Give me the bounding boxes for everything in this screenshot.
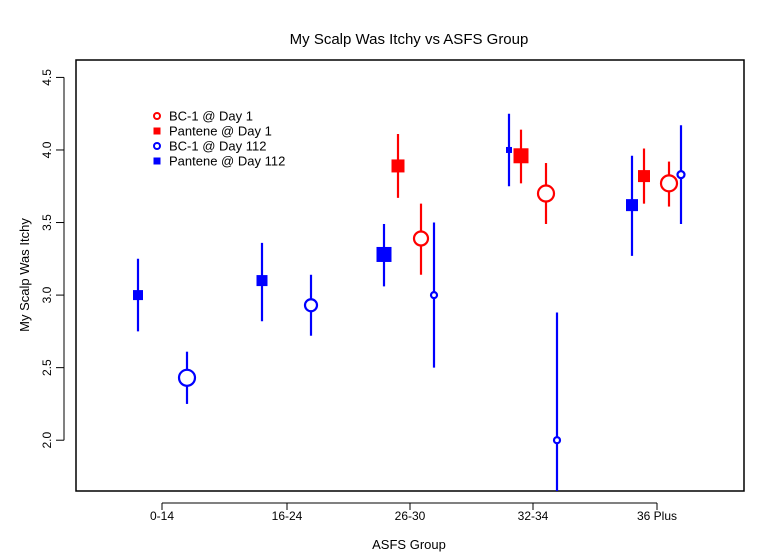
data-point <box>536 184 556 203</box>
legend-marker <box>153 127 161 135</box>
data-point <box>626 199 638 212</box>
data-marks <box>133 113 686 491</box>
data-point <box>676 170 686 180</box>
data-point <box>638 170 650 183</box>
data-point <box>256 275 268 287</box>
data-point <box>429 290 439 300</box>
x-tick-label: 26-30 <box>395 509 426 523</box>
y-axis: 2.0 2.5 3.0 3.5 4.0 4.5 <box>40 69 65 449</box>
data-point <box>391 159 405 173</box>
y-tick-label: 3.0 <box>40 286 54 303</box>
y-axis-label: My Scalp Was Itchy <box>17 218 32 332</box>
data-point <box>412 230 430 247</box>
legend-label: Pantene @ Day 1 <box>169 124 272 139</box>
legend-marker <box>153 112 161 120</box>
legend-label: BC-1 @ Day 1 <box>169 109 253 124</box>
x-tick-label: 36 Plus <box>637 509 677 523</box>
y-tick-label: 4.0 <box>40 141 54 158</box>
data-point <box>552 436 562 445</box>
x-tick-label: 16-24 <box>272 509 303 523</box>
legend-item: BC-1 @ Day 1 <box>153 109 253 124</box>
x-axis: 0-14 16-24 26-30 32-34 36 Plus <box>150 502 677 523</box>
legend-marker <box>153 142 161 150</box>
x-tick-label: 0-14 <box>150 509 174 523</box>
series-bc-1-day-1 <box>412 161 679 275</box>
y-tick-label: 2.0 <box>40 432 54 449</box>
legend-label: Pantene @ Day 112 <box>169 154 285 169</box>
data-point <box>133 290 143 301</box>
data-point <box>177 368 197 387</box>
legend-item: Pantene @ Day 112 <box>153 154 285 169</box>
legend-label: BC-1 @ Day 112 <box>169 139 267 154</box>
data-point <box>513 148 529 164</box>
series-bc-1-day-112 <box>177 125 686 491</box>
y-tick-label: 2.5 <box>40 359 54 376</box>
series-pantene-day-112 <box>133 113 638 332</box>
data-point <box>659 174 679 193</box>
data-point <box>506 146 512 153</box>
legend-item: Pantene @ Day 1 <box>153 124 272 139</box>
x-axis-label: ASFS Group <box>372 537 446 552</box>
chart-title: My Scalp Was Itchy vs ASFS Group <box>290 31 529 48</box>
x-tick-label: 32-34 <box>518 509 549 523</box>
legend-marker <box>153 157 161 165</box>
data-point <box>376 246 392 262</box>
plot-frame <box>75 59 745 492</box>
series-pantene-day-1 <box>391 129 650 204</box>
y-tick-label: 4.5 <box>40 69 54 86</box>
legend-item: BC-1 @ Day 112 <box>153 139 267 154</box>
data-point <box>303 298 319 313</box>
y-tick-label: 3.5 <box>40 214 54 231</box>
